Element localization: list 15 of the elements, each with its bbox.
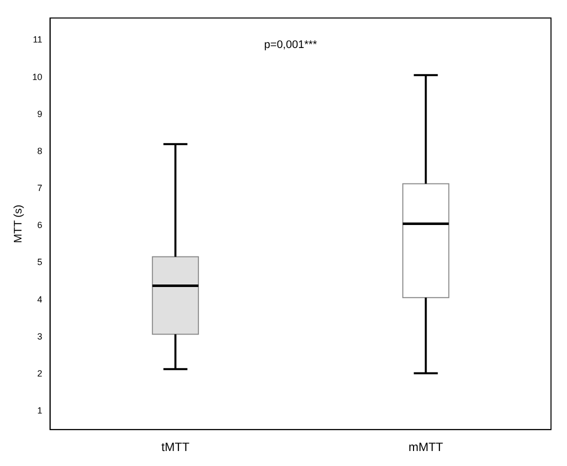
annotation: p=0,001***	[264, 39, 318, 51]
y-tick-label: 7	[37, 183, 42, 194]
y-tick-label: 4	[37, 294, 42, 304]
y-tick-label: 10	[32, 72, 42, 82]
y-axis-title: MTT (s)	[12, 204, 25, 243]
y-tick-label: 1	[37, 406, 42, 416]
y-tick-label: 2	[37, 368, 42, 378]
y-tick-label: 8	[37, 146, 42, 156]
y-tick-label: 11	[32, 34, 42, 45]
y-tick-label: 5	[37, 257, 42, 268]
x-tick-label: mMTT	[408, 440, 444, 454]
x-tick-label: tMTT	[161, 440, 190, 454]
y-tick-label: 6	[37, 220, 42, 230]
y-tick-label: 3	[37, 331, 42, 342]
y-tick-label: 9	[37, 108, 42, 119]
